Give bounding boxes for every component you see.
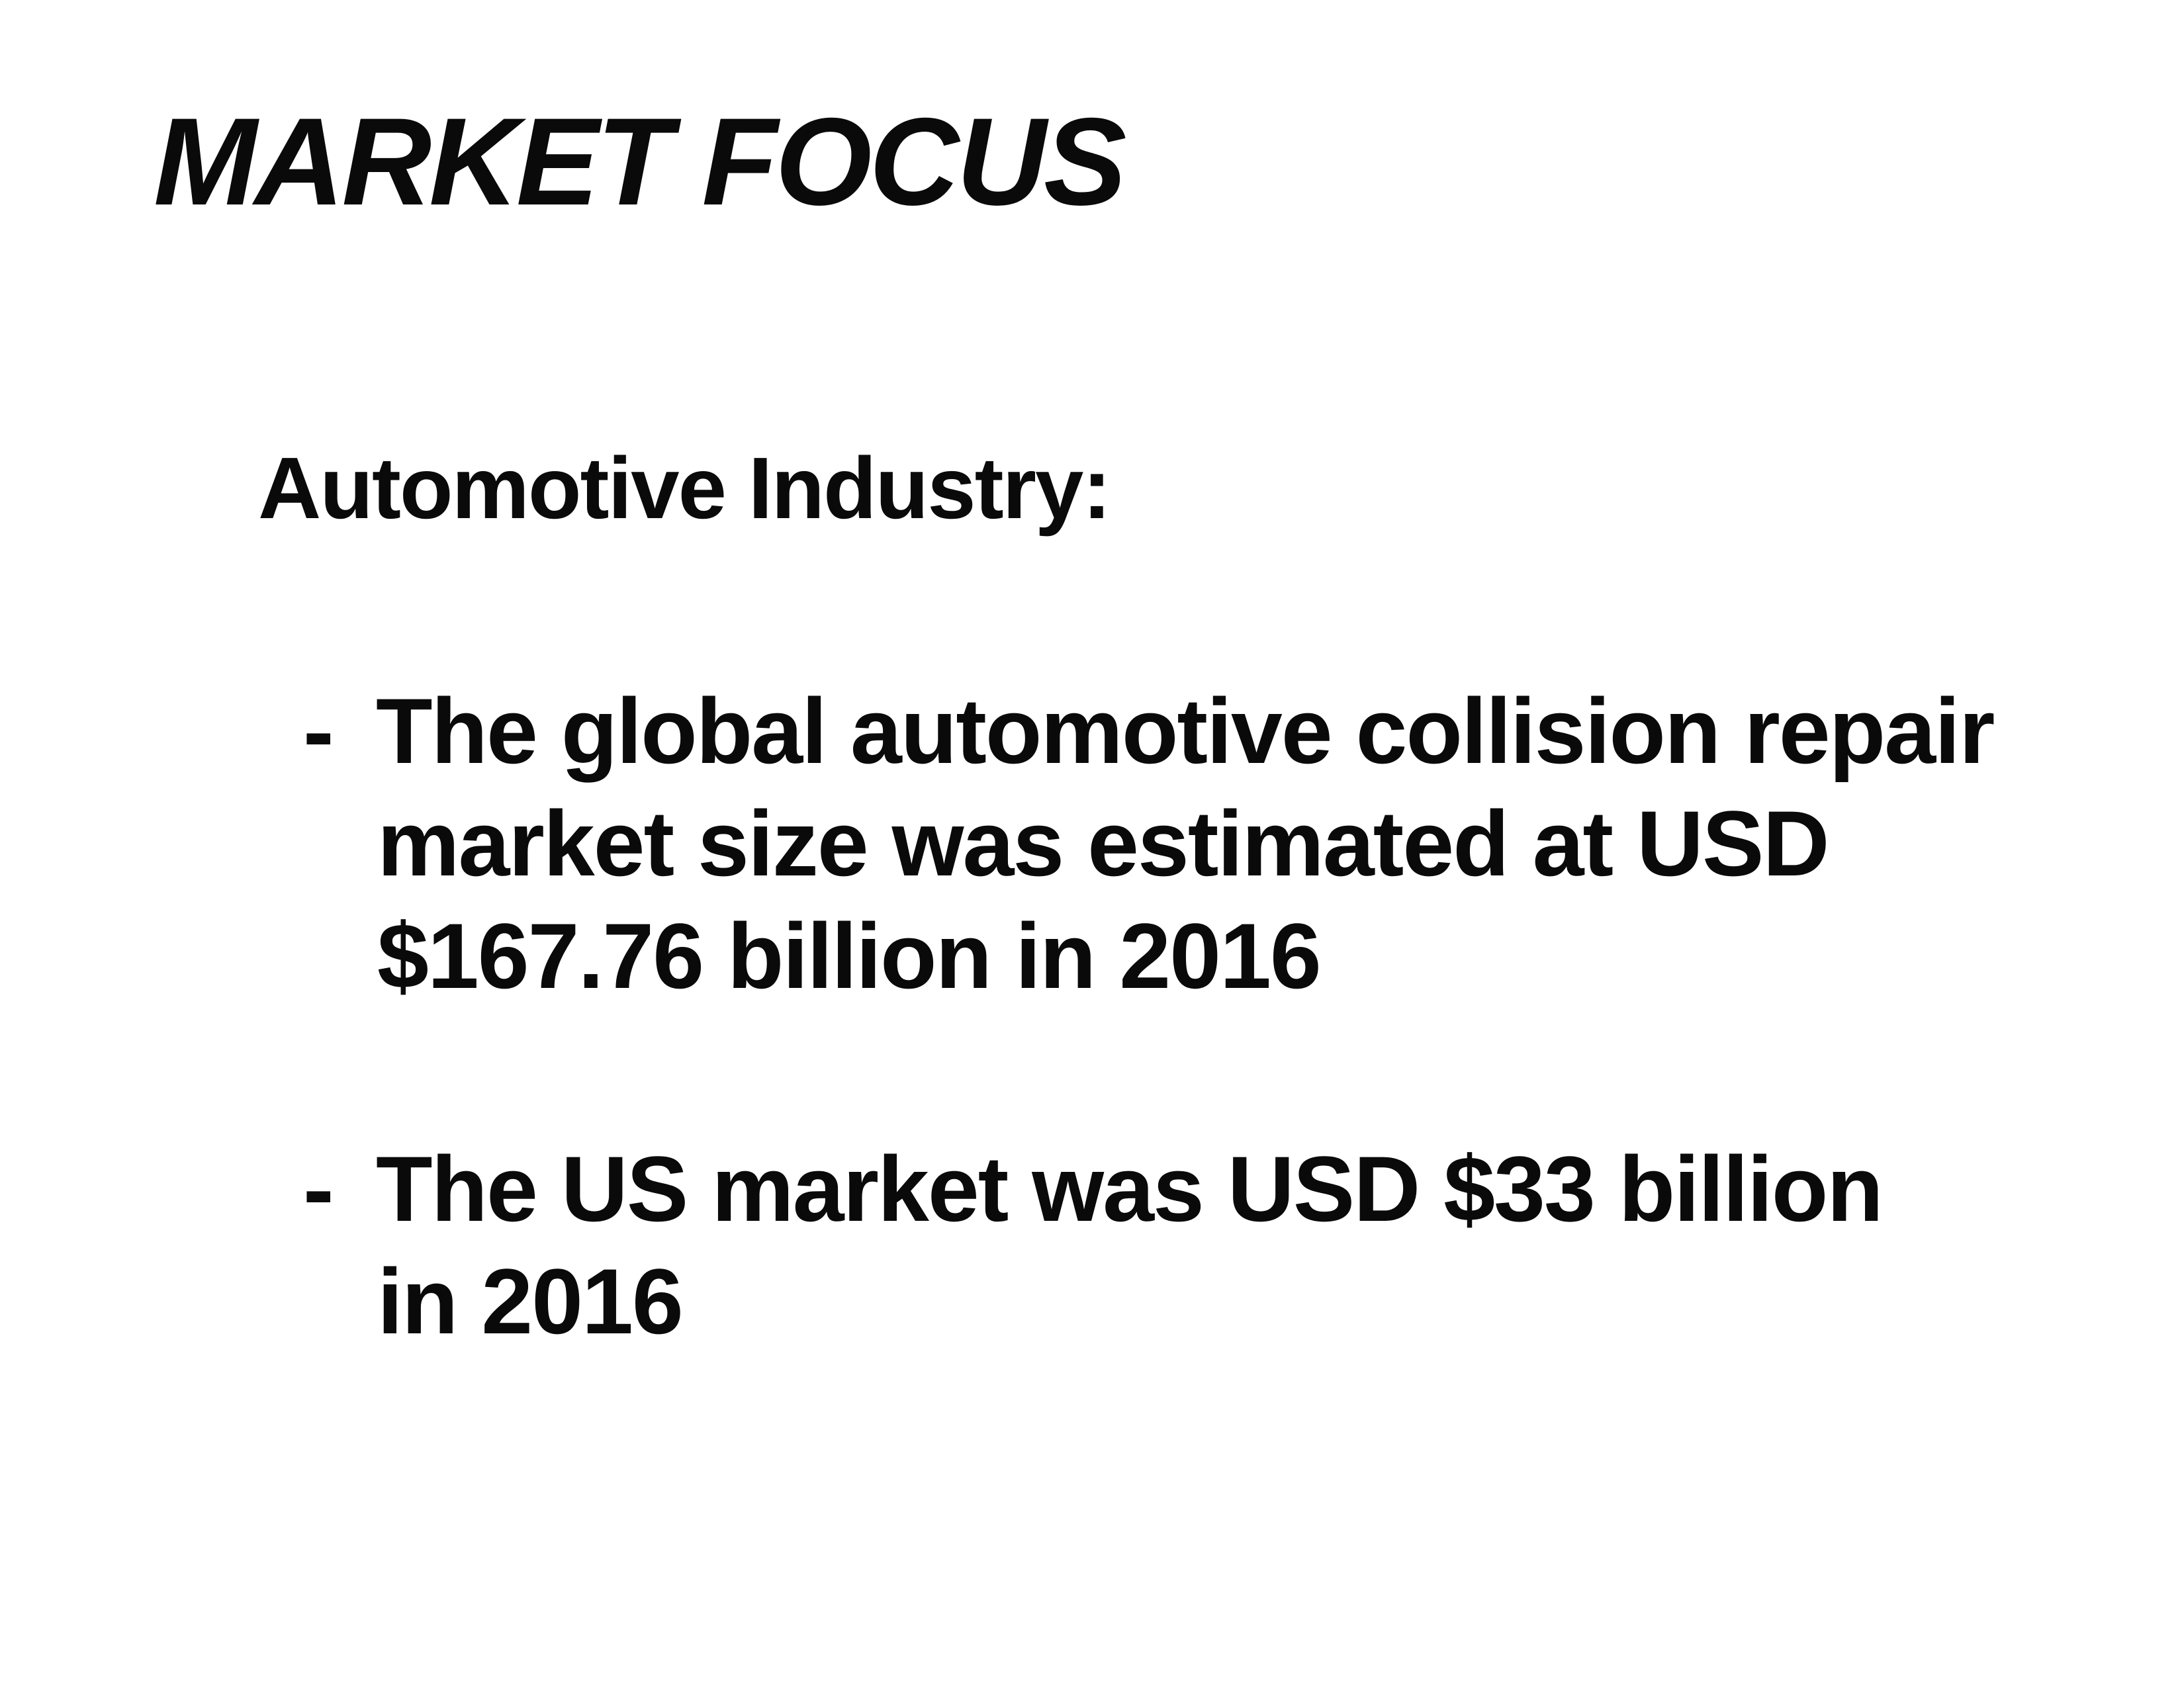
bullet-item: - The global automotive collision repair… [303, 675, 1995, 1012]
bullet-text: The US market was USD $33 billion in 201… [376, 1133, 1884, 1358]
bullet-dash: - [303, 1137, 334, 1241]
bullet-line: market size was estimated at USD [377, 791, 1830, 895]
slide-title: MARKET FOCUS [154, 92, 1126, 231]
bullet-text: The global automotive collision repair m… [376, 675, 1995, 1012]
bullet-dash: - [303, 679, 334, 783]
bullet-line: in 2016 [377, 1249, 684, 1353]
section-heading: Automotive Industry: [258, 439, 1111, 537]
bullet-line: $167.76 billion in 2016 [377, 904, 1322, 1008]
bullet-line: The US market was USD $33 billion [376, 1137, 1884, 1241]
bullet-line: The global automotive collision repair [376, 679, 1995, 783]
bullet-item: - The US market was USD $33 billion in 2… [303, 1133, 1884, 1358]
